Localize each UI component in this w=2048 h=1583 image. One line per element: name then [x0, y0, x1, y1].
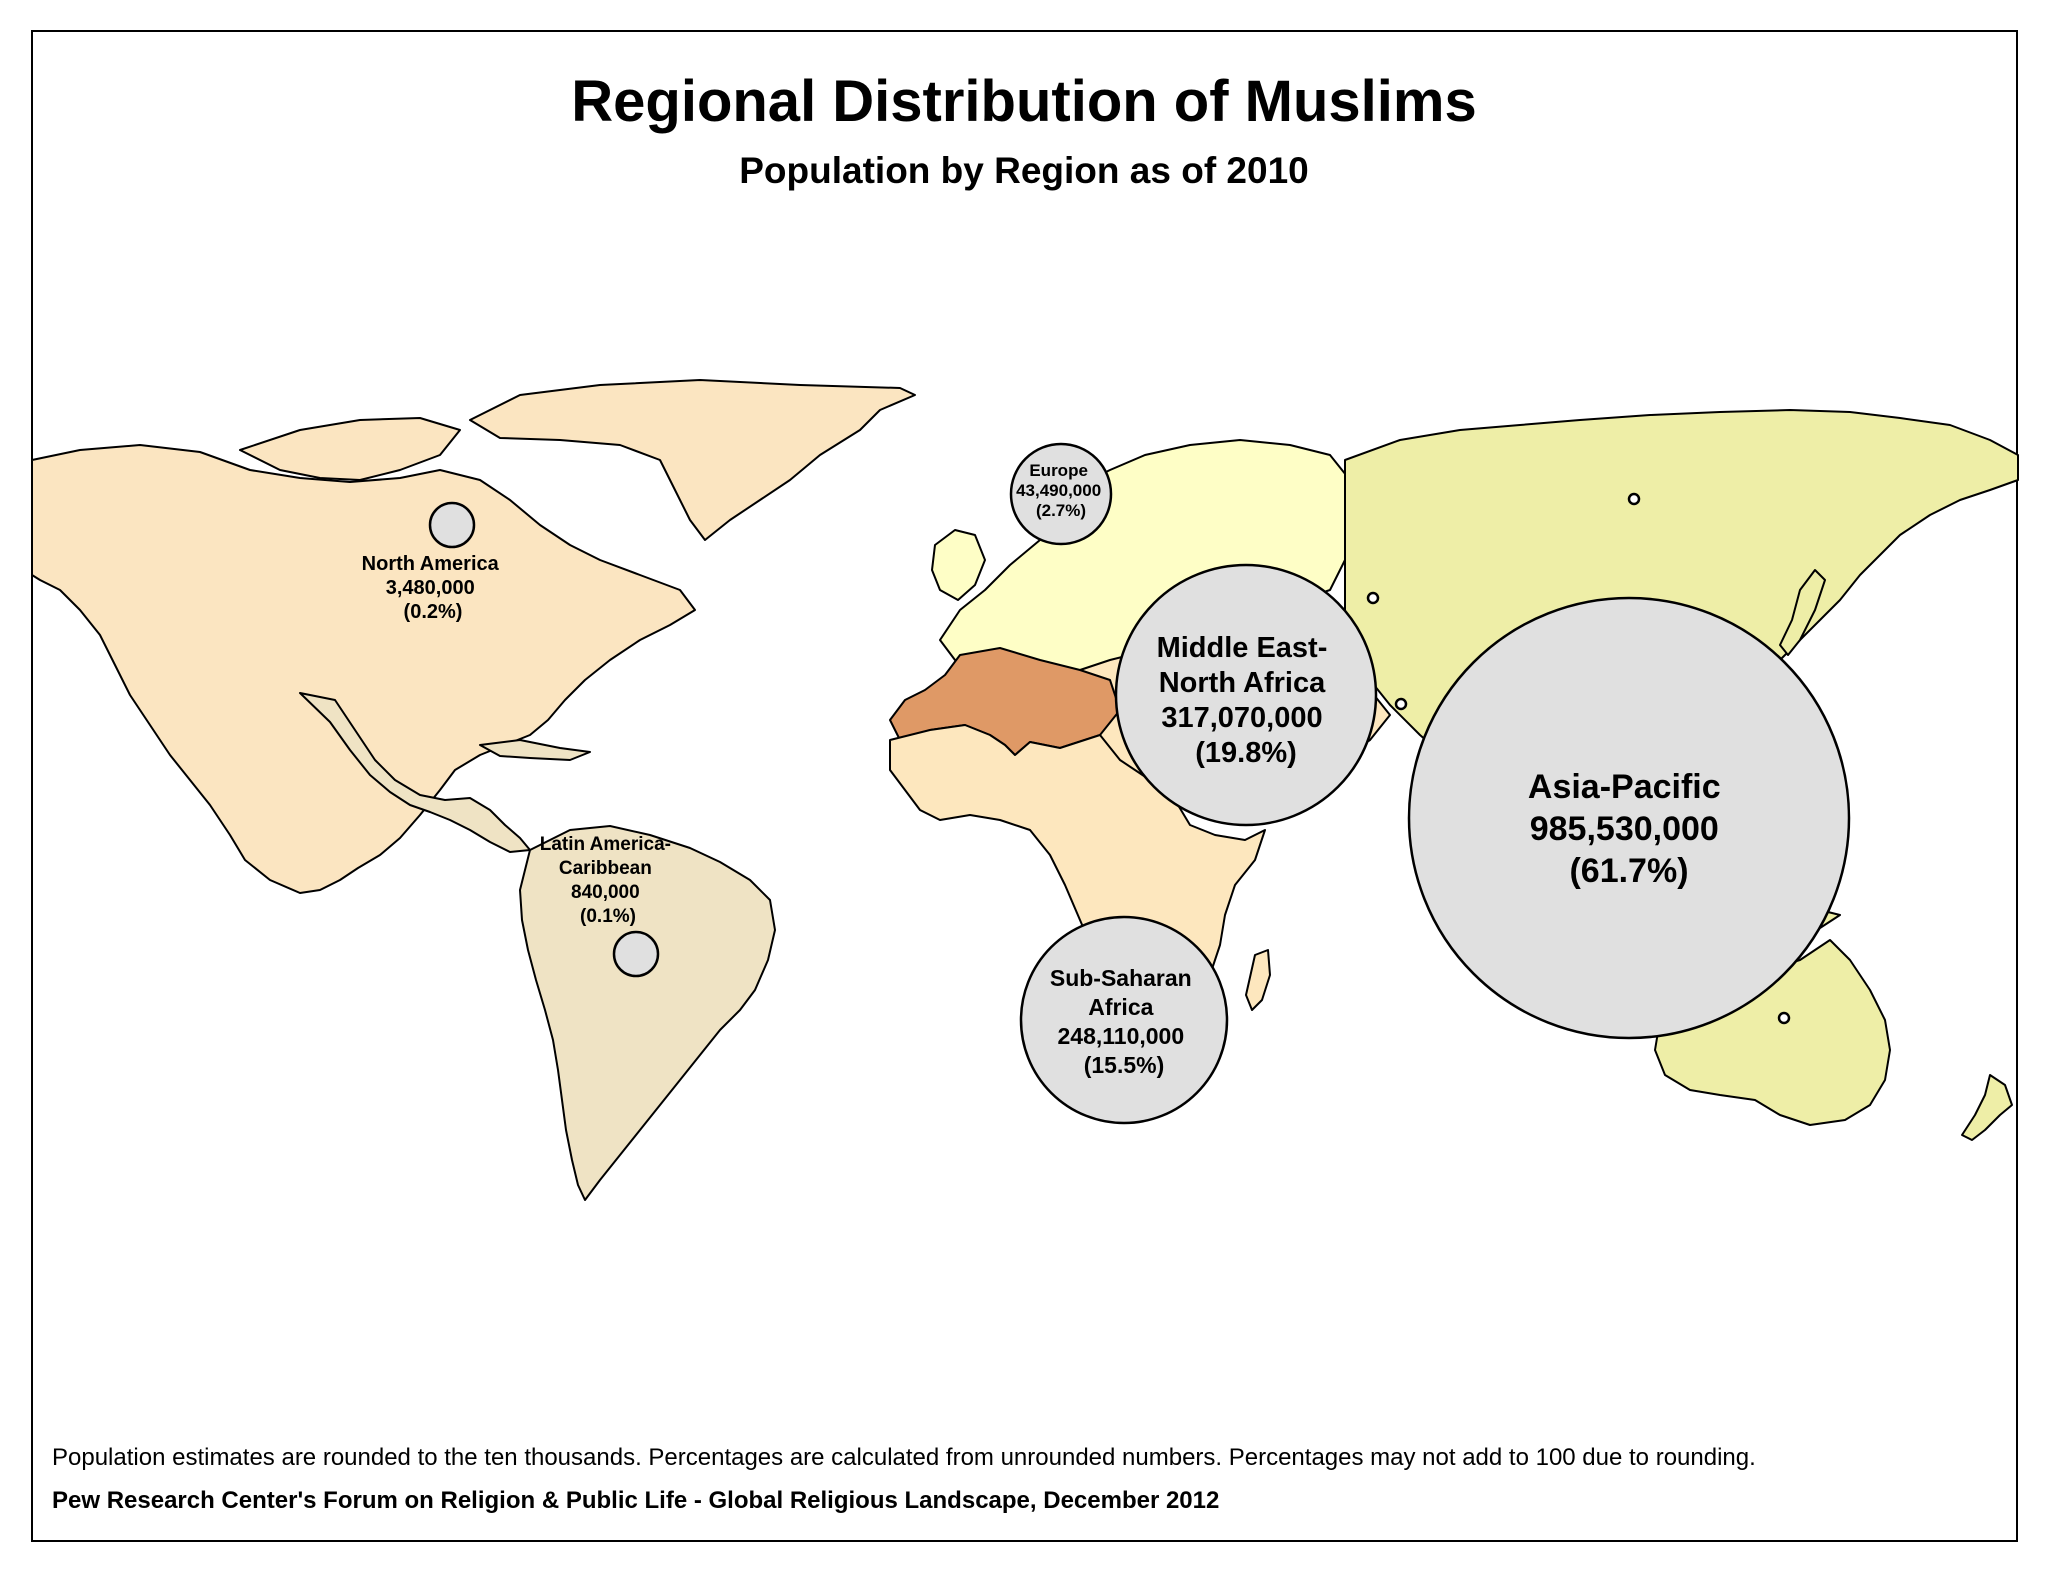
south-america-shape — [519, 825, 776, 1201]
label-north-america: North America 3,480,000 (0.2%) — [362, 553, 505, 623]
south-asia-marker-dot — [1394, 697, 1408, 711]
source-credit: Pew Research Center's Forum on Religion … — [52, 1487, 1220, 1514]
label-europe: Europe 43,490,000 (2.7%) — [1016, 461, 1106, 520]
british-isles-shape — [931, 529, 986, 601]
label-sub-saharan: Sub-Saharan Africa 248,110,000 (15.5%) — [1050, 965, 1198, 1078]
bubble-mena — [1114, 563, 1378, 827]
footnote: Population estimates are rounded to the … — [52, 1444, 1756, 1471]
bubble-north-america — [428, 501, 476, 549]
russia-marker-dot — [1627, 492, 1641, 506]
bubble-latin-america — [612, 930, 660, 978]
central-asia-marker-dot — [1366, 591, 1380, 605]
bubble-europe — [1009, 442, 1113, 546]
label-latin-america: Latin America- Caribbean 840,000 (0.1%) — [540, 834, 677, 927]
map-subtitle: Population by Region as of 2010 — [739, 150, 1309, 191]
caribbean-shape — [479, 739, 591, 761]
greenland-shape — [469, 379, 916, 541]
label-asia-pacific: Asia-Pacific 985,530,000 (61.7%) — [1528, 768, 1730, 890]
new-zealand-shape — [1961, 1074, 2013, 1141]
bubble-asia-pacific — [1407, 596, 1851, 1040]
arctic-islands-shape — [239, 417, 461, 481]
north-america-shape — [31, 444, 696, 894]
map-title: Regional Distribution of Muslims — [571, 69, 1477, 134]
australia-marker-dot — [1777, 1011, 1791, 1025]
japan-shape — [1779, 569, 1826, 656]
label-mena: Middle East- North Africa 317,070,000 (1… — [1157, 632, 1336, 769]
bubble-sub-saharan — [1019, 915, 1229, 1125]
madagascar-shape — [1245, 949, 1271, 1011]
